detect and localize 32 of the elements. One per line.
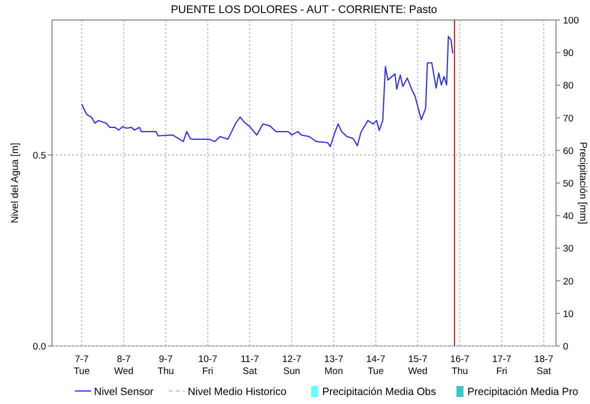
x-tick-label: 15-7 Wed <box>408 354 428 377</box>
y2-tick-label: 40 <box>563 211 574 222</box>
x-tick-label: 18-7 Sat <box>534 354 554 377</box>
y2-tick-label: 80 <box>563 80 574 92</box>
y2-tick-label: 30 <box>563 244 574 255</box>
chart-title: PUENTE LOS DOLORES - AUT - CORRIENTE: Pasto <box>170 4 438 16</box>
x-tick-label: 9-7 Thu <box>158 354 174 377</box>
x-tick-label: 11-7 Sat <box>240 354 259 377</box>
x-tick-label: 16-7 Thu <box>450 354 470 377</box>
y2-tick-label: 90 <box>563 48 574 60</box>
legend-label: Precipitación Media Obs <box>322 386 436 398</box>
x-tick-label: 8-7 Wed <box>114 354 134 377</box>
x-tick-label: 12-7 Sun <box>282 354 302 377</box>
legend-label: Nivel Sensor <box>94 386 154 398</box>
y-tick-label: 0.0 <box>32 342 46 352</box>
legend-label: Precipitación Media Pro <box>467 386 578 398</box>
x-tick-label: 7-7 Tue <box>74 354 90 377</box>
y2-tick-label: 10 <box>563 308 574 320</box>
y2-tick-label: 60 <box>563 146 574 157</box>
y2-tick-label: 100 <box>563 16 579 26</box>
y2-tick-label: 0 <box>563 342 568 352</box>
x-tick-label: 17-7 Fri <box>492 354 512 377</box>
legend-label: Nivel Medio Historico <box>188 386 287 398</box>
y2-tick-label: 70 <box>563 113 574 124</box>
y-axis-title: Nivel del Agua [m] <box>10 142 21 224</box>
x-tick-label: 13-7 Mon <box>324 354 344 377</box>
y2-tick-label: 50 <box>563 178 574 190</box>
y2-tick-label: 20 <box>563 276 574 288</box>
y2-axis-title: Precipitación [mm] <box>577 142 588 224</box>
x-tick-label: 14-7 Tue <box>366 354 386 377</box>
x-tick-label: 10-7 Fri <box>198 354 218 377</box>
y-tick-label: 0.5 <box>32 150 46 162</box>
